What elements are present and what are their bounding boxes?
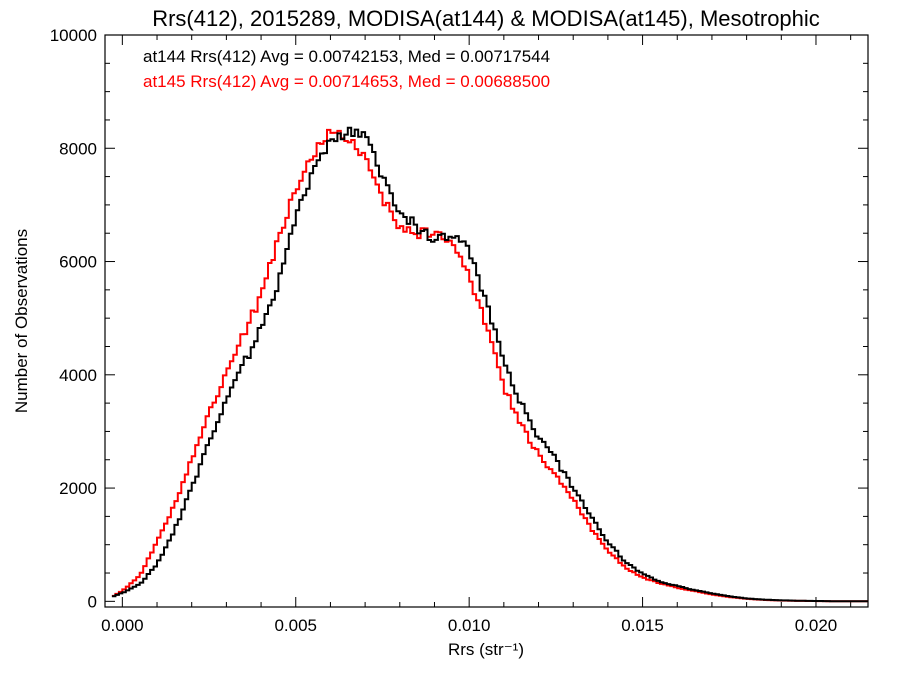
x-tick-label: 0.020 — [795, 616, 838, 635]
x-tick-label: 0.005 — [274, 616, 317, 635]
x-axis-label: Rrs (str⁻¹) — [448, 640, 524, 659]
axis-ticks: 0.000 0.005 0.010 0.015 0.020 0 2000 4000 6000 80… — [50, 26, 868, 635]
y-tick-label: 0 — [88, 592, 97, 611]
plot-frame — [104, 34, 869, 608]
legend-annotation-at144: at144 Rrs(412) Avg = 0.00742153, Med = 0… — [143, 47, 550, 66]
annotations: at144 Rrs(412) Avg = 0.00742153, Med = 0… — [143, 47, 550, 91]
x-tick-label: 0.000 — [101, 616, 144, 635]
legend-annotation-at145: at145 Rrs(412) Avg = 0.00714653, Med = 0… — [143, 72, 550, 91]
x-tick-label: 0.015 — [621, 616, 664, 635]
y-axis-label: Number of Observations — [12, 229, 31, 413]
chart-title: Rrs(412), 2015289, MODISA(at144) & MODIS… — [152, 6, 820, 31]
y-tick-label: 10000 — [50, 26, 97, 45]
y-tick-label: 8000 — [59, 139, 97, 158]
x-tick-label: 0.010 — [448, 616, 491, 635]
series-line-at145 — [111, 128, 868, 603]
y-tick-label: 6000 — [59, 253, 97, 272]
y-tick-label: 4000 — [59, 366, 97, 385]
series-layer — [111, 126, 868, 603]
series-line-at144 — [111, 126, 868, 603]
y-tick-label: 2000 — [59, 479, 97, 498]
